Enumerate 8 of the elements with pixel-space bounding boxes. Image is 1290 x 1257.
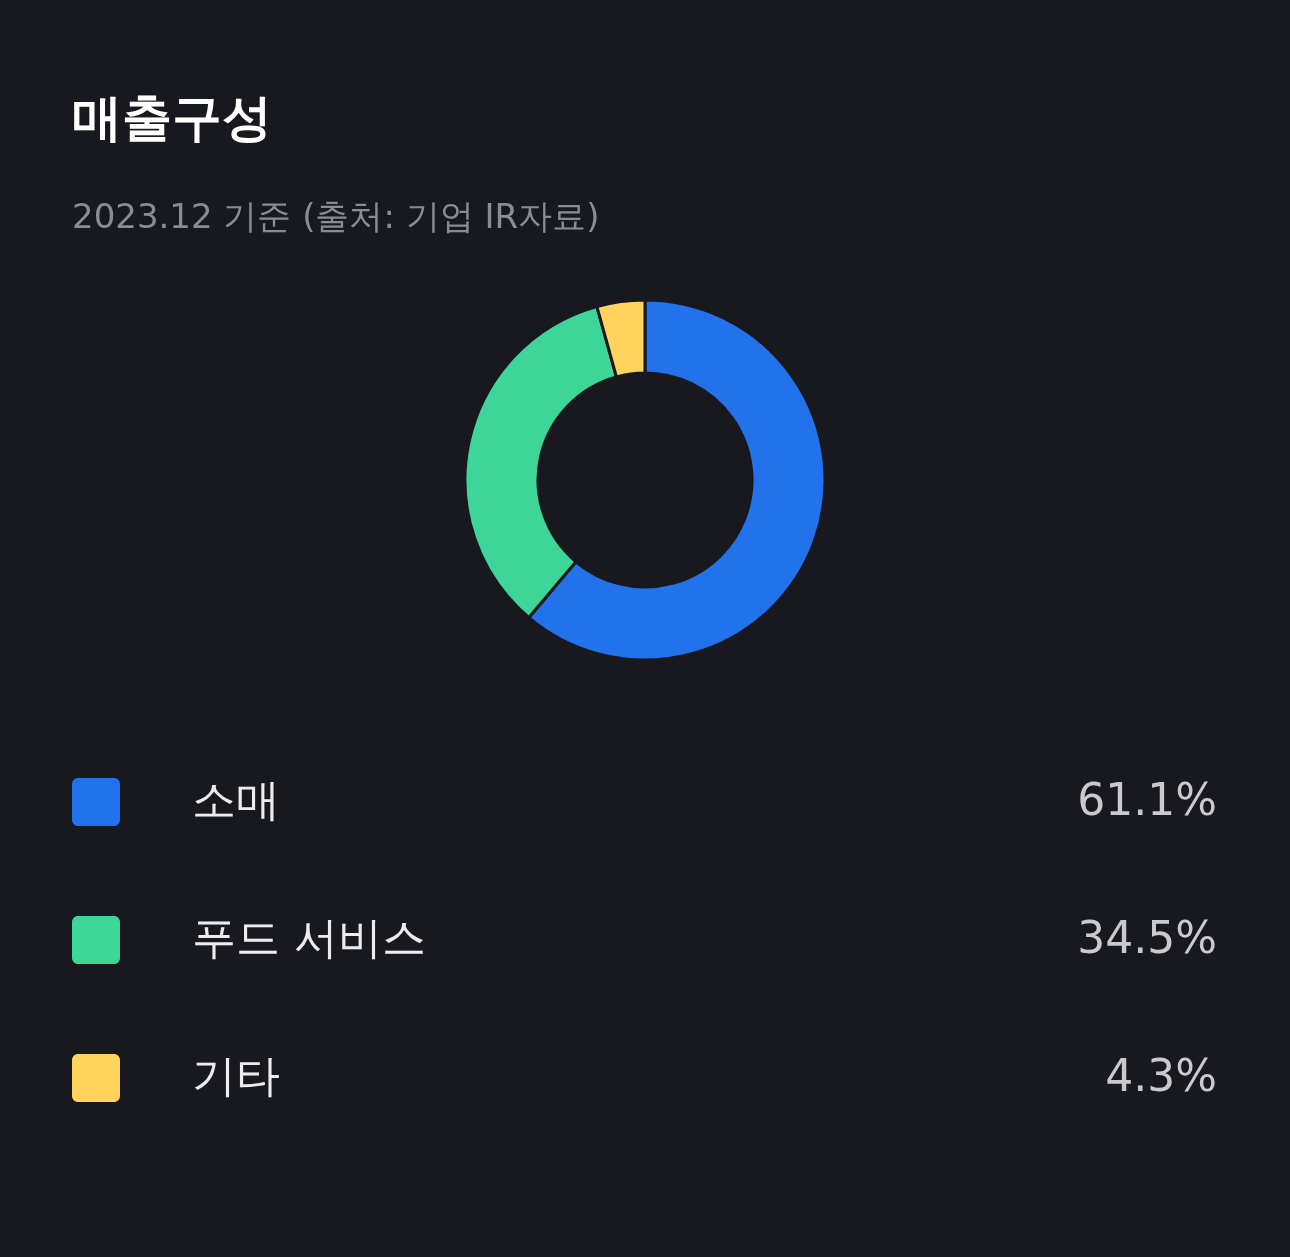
data-label: 61.1%: [1077, 774, 1217, 825]
legend-label: 기타: [192, 1050, 280, 1101]
chart-subtitle: 2023.12 기준 (출처: 기업 IR자료): [72, 196, 600, 236]
legend-label: 소매: [192, 774, 280, 825]
data-label: 34.5%: [1077, 912, 1217, 963]
chart-title: 매출구성: [72, 89, 272, 147]
data-label: 4.3%: [1105, 1050, 1217, 1101]
legend-label: 푸드 서비스: [192, 912, 426, 963]
